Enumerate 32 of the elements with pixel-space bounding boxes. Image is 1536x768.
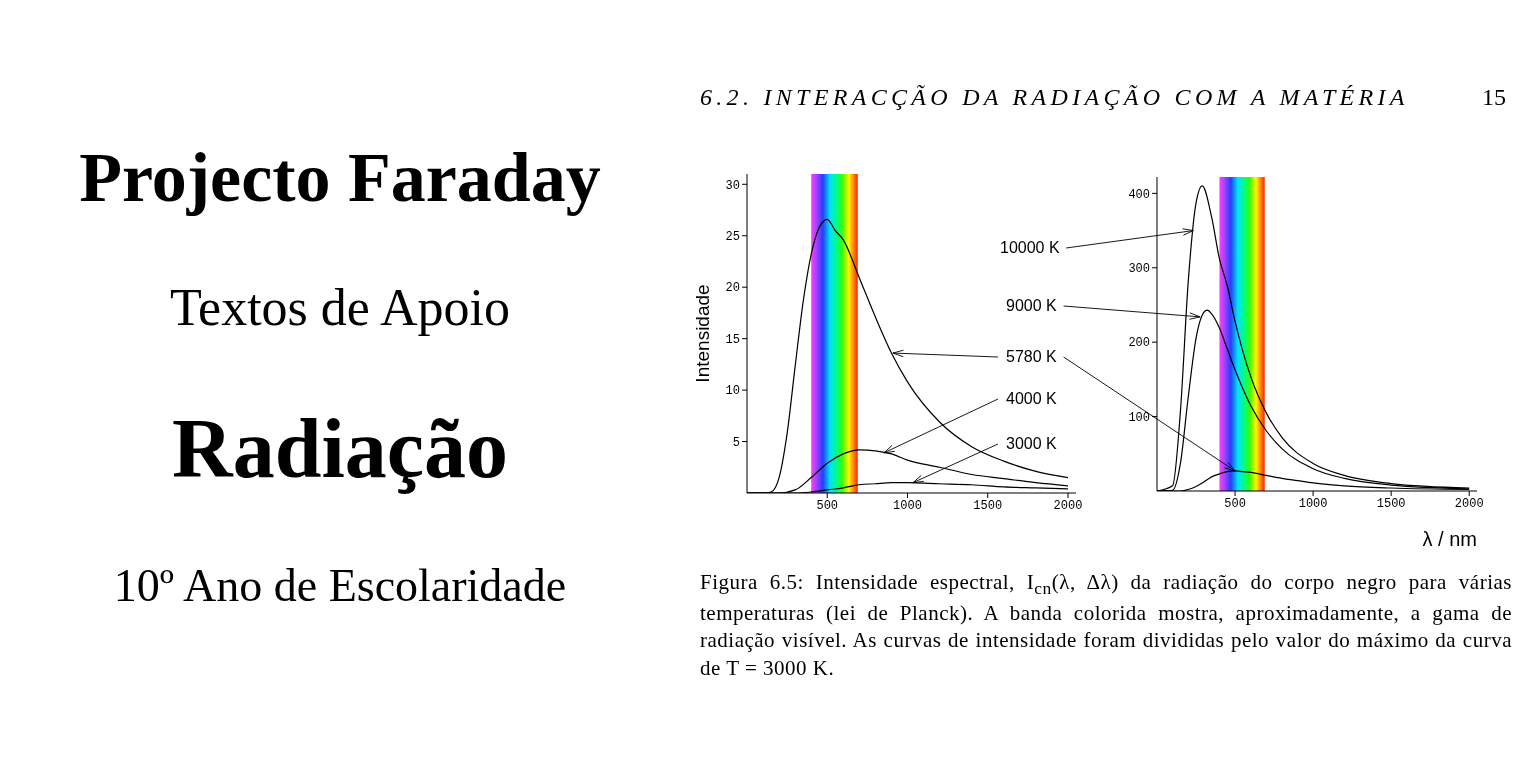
- x-tick-label: 500: [1224, 496, 1246, 511]
- y-tick-label: 15: [725, 332, 740, 347]
- annotation: 3000 K: [1006, 435, 1058, 452]
- y-tick-label: 5: [732, 435, 740, 450]
- y-tick-label: 100: [1128, 410, 1150, 425]
- y-tick-label: 30: [725, 178, 740, 193]
- x-tick-label: 1500: [973, 498, 1003, 513]
- annotation: 4000 K: [1006, 390, 1058, 407]
- x-tick-label: 500: [816, 498, 839, 513]
- y-tick-label: 300: [1128, 262, 1150, 277]
- y-tick-label: 20: [725, 281, 740, 296]
- y-tick-label: 10: [725, 384, 740, 399]
- y-tick-label: 25: [725, 230, 740, 244]
- x-tick-label: 1000: [1298, 496, 1328, 511]
- x-tick-label: 2000: [1053, 498, 1083, 513]
- annotation: 5780 K: [1006, 348, 1058, 365]
- x-tick-label: 1000: [893, 498, 922, 513]
- x-tick-label: 2000: [1454, 496, 1484, 511]
- text: Textos de Apoio: [168, 278, 512, 338]
- x-axis-title: λ / nm: [1422, 528, 1477, 550]
- x-tick-label: 1500: [1376, 496, 1406, 511]
- text: 6.2. INTERACÇÃO DA RADIAÇÃO COM A MATÉRIA: [700, 83, 1409, 112]
- text: 10º Ano de Escolaridade: [112, 559, 568, 613]
- annotation: 10000 K: [1000, 239, 1060, 256]
- text: Projecto Faraday: [78, 138, 602, 218]
- annotation: 9000 K: [1006, 297, 1058, 314]
- y-tick-label: 200: [1128, 336, 1150, 351]
- text: Radiação: [171, 401, 509, 497]
- y-axis-title: Intensidade: [691, 284, 713, 383]
- text: Figura 6.5: Intensidade espectral, I$_{cn}$(λ, Δλ) da radiação do corpo negro para várias temperaturas (lei de Planck). A banda colorida mostra, aproximadamente, a gama de radiação visível. As curvas de intensidade foram divididas pelo valor do máximo da curva de T = 3000 K.: [700, 569, 1512, 682]
- text: 15: [1482, 83, 1506, 112]
- y-tick-label: 400: [1128, 187, 1150, 202]
